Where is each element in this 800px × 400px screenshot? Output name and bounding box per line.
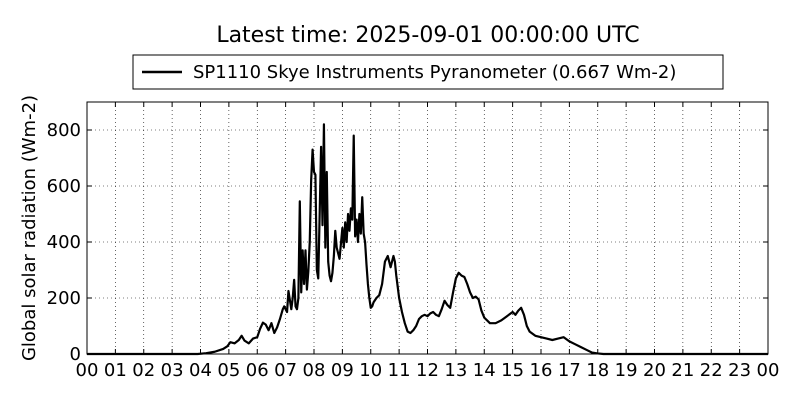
x-tick-label: 08: [303, 360, 326, 381]
series-line: [87, 123, 768, 356]
x-tick-label: 17: [558, 360, 581, 381]
y-tick-label: 600: [47, 176, 81, 197]
grid: [86, 102, 769, 354]
x-tick-label: 00: [757, 360, 780, 381]
x-tick-label: 15: [501, 360, 524, 381]
chart-title: Latest time: 2025-09-01 00:00:00 UTC: [216, 23, 639, 48]
x-tick-label: 22: [700, 360, 723, 381]
x-tick-label: 21: [671, 360, 694, 381]
x-tick-label: 00: [76, 360, 99, 381]
x-ticks: 00 01 02 03 04 05 06 07 08 09 10 11 12 13 14 15 16 17 18 19…: [76, 102, 780, 381]
x-tick-label: 14: [473, 360, 496, 381]
x-tick-label: 13: [444, 360, 467, 381]
legend-label: SP1110 Skye Instruments Pyranometer (0.6…: [193, 62, 676, 83]
x-tick-label: 05: [217, 360, 240, 381]
x-tick-label: 11: [388, 360, 411, 381]
x-tick-label: 07: [274, 360, 297, 381]
x-tick-label: 04: [189, 360, 212, 381]
y-axis-label: Global solar radiation (Wm-2): [19, 95, 40, 361]
x-tick-label: 20: [643, 360, 666, 381]
y-tick-label: 200: [47, 288, 81, 309]
x-tick-label: 09: [331, 360, 354, 381]
x-tick-label: 23: [728, 360, 751, 381]
x-tick-label: 02: [132, 360, 155, 381]
x-tick-label: 10: [359, 360, 382, 381]
plot-frame: [86, 101, 769, 355]
y-tick-label: 800: [47, 120, 81, 141]
legend-box: [132, 54, 724, 90]
x-tick-label: 12: [416, 360, 439, 381]
legend: SP1110 Skye Instruments Pyranometer (0.6…: [132, 54, 724, 90]
x-tick-label: 16: [530, 360, 553, 381]
y-tick-label: 0: [70, 344, 81, 365]
x-tick-label: 19: [615, 360, 638, 381]
x-tick-label: 03: [161, 360, 184, 381]
x-tick-label: 01: [104, 360, 127, 381]
x-tick-label: 06: [246, 360, 269, 381]
x-tick-label: 18: [586, 360, 609, 381]
y-tick-label: 400: [47, 232, 81, 253]
y-ticks: 0 200 400 600 800: [47, 120, 768, 365]
